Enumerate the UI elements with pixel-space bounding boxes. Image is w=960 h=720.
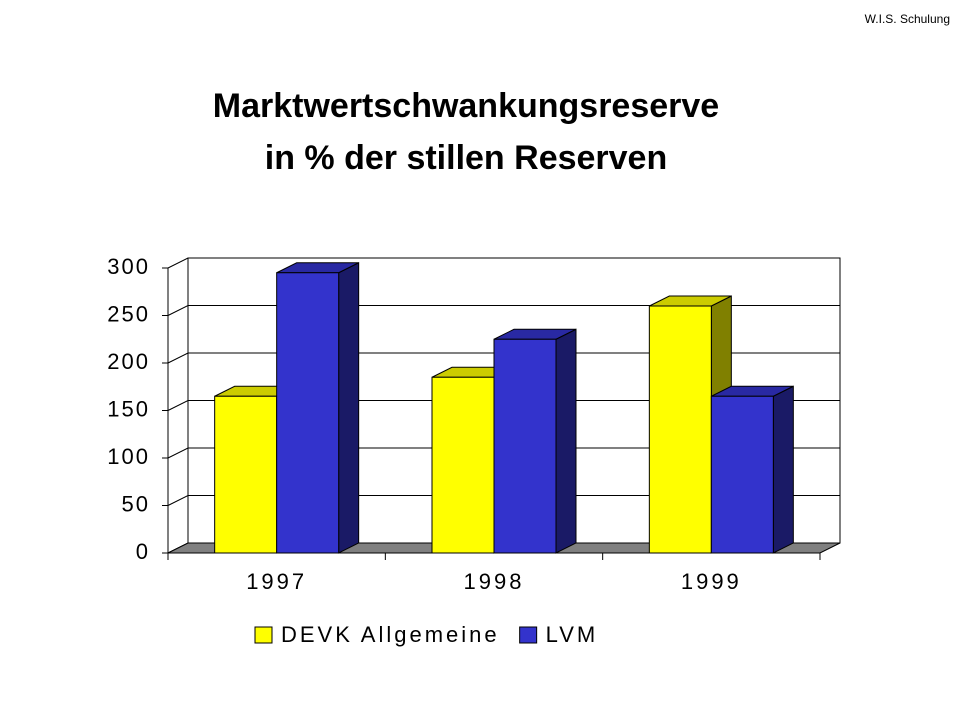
grid-line: [167, 305, 840, 316]
x-tick-label: 1999: [681, 569, 742, 594]
plot: 0 50 100 150 200 250 300 1997 1998 1999 DEVK Allge…: [107, 254, 841, 647]
x-tick-label: 1997: [246, 569, 307, 594]
bar: [431, 376, 495, 554]
header: W.I.S. Schulung: [865, 12, 950, 26]
bar: [648, 305, 712, 554]
bar-side: [338, 261, 360, 554]
chart-title: Marktwertschwankungsreserve: [213, 87, 719, 125]
legend-label: DEVK Allgemeine: [281, 622, 500, 647]
y-tick-label: 200: [107, 349, 150, 374]
y-tick-label: 100: [107, 444, 150, 469]
bar-side: [555, 328, 577, 554]
y-tick-label: 50: [122, 491, 150, 516]
y-tick-label: 150: [107, 396, 150, 421]
legend-swatch: [254, 626, 273, 644]
bar: [214, 395, 278, 554]
bar: [276, 272, 340, 554]
legend-swatch: [519, 626, 538, 644]
grid-line: [167, 257, 840, 269]
bar: [710, 395, 774, 554]
chart-subtitle: in % der stillen Reserven: [265, 139, 668, 177]
y-tick-label: 0: [136, 539, 150, 564]
grid-line: [167, 400, 840, 411]
grid-line: [167, 447, 840, 459]
grid-line: [167, 495, 840, 506]
grid-line: [167, 352, 840, 364]
y-tick-label: 300: [107, 254, 150, 279]
legend-label: LVM: [546, 622, 599, 647]
bar: [493, 338, 557, 554]
y-tick-label: 250: [107, 301, 150, 326]
bar-side: [772, 385, 794, 554]
x-tick-label: 1998: [464, 569, 525, 594]
